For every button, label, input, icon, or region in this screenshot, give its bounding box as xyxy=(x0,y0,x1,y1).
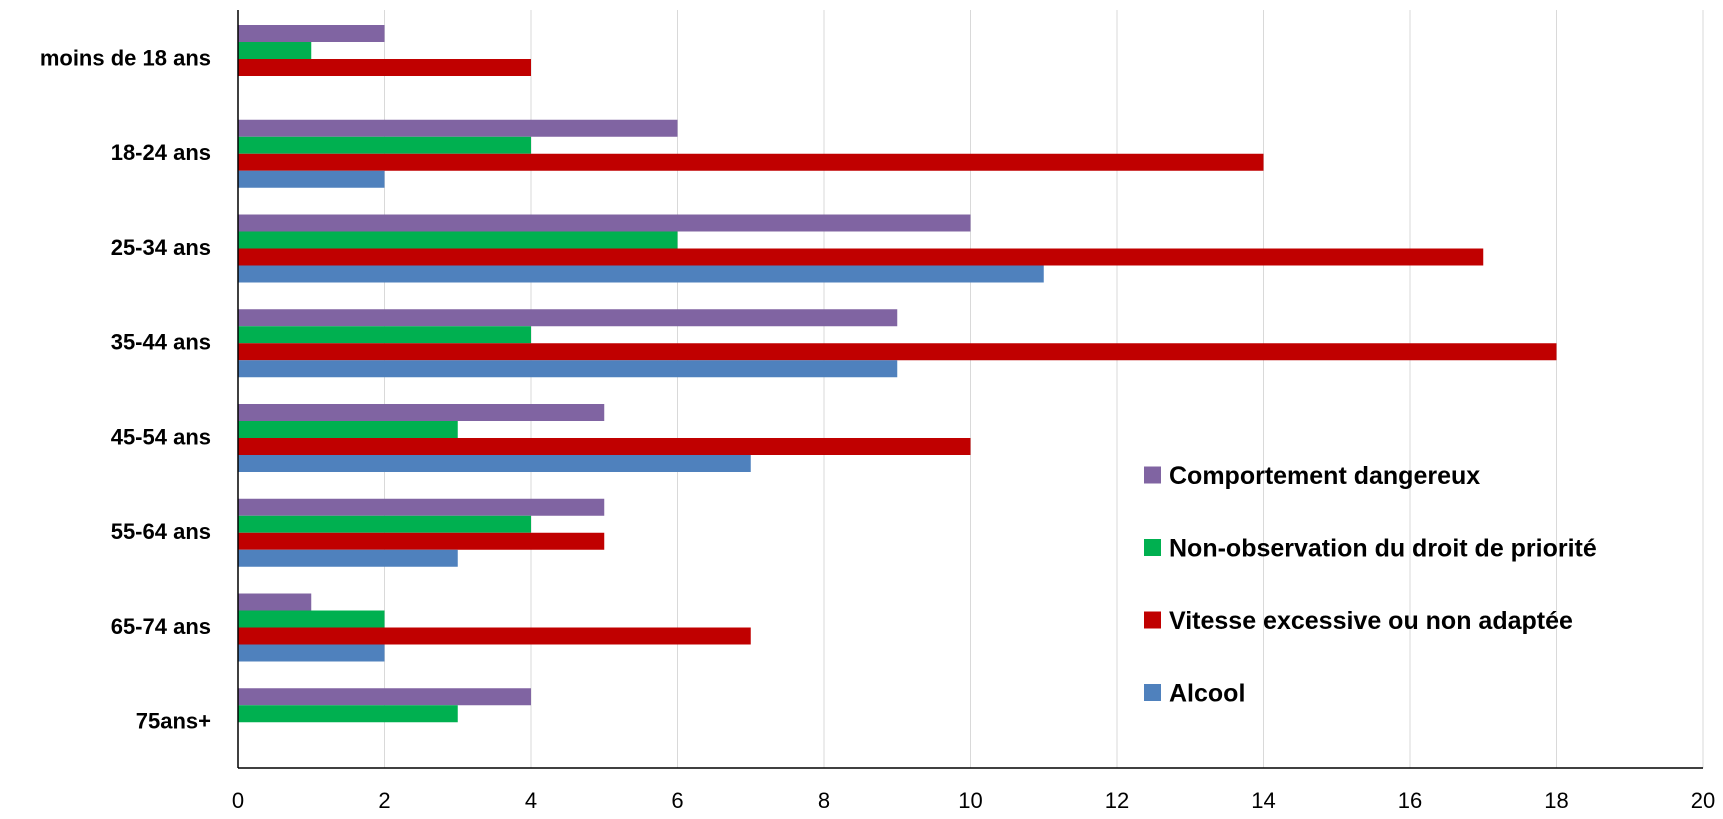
legend-swatch-alcool xyxy=(1144,684,1161,701)
x-tick-label-0: 0 xyxy=(232,788,244,813)
bar-alcool-65-74-ans xyxy=(238,644,385,662)
bar-comportement-dangereux-65-74-ans xyxy=(238,593,312,611)
bar-alcool-45-54-ans xyxy=(238,455,751,472)
bar-alcool-35-44-ans xyxy=(238,360,898,378)
bar-vitesse-excessive-ou-non-adaptee-45-54-ans xyxy=(238,438,971,455)
bar-non-observation-du-droit-de-priorite-45-54-ans xyxy=(238,421,458,438)
bar-vitesse-excessive-ou-non-adaptee-moins-de-18-ans xyxy=(238,59,531,76)
legend-label-comportement-dangereux: Comportement dangereux xyxy=(1169,462,1480,490)
x-tick-label-12: 12 xyxy=(1105,788,1129,813)
category-label-25-34-ans: 25-34 ans xyxy=(111,235,211,260)
x-tick-label-2: 2 xyxy=(378,788,390,813)
bar-vitesse-excessive-ou-non-adaptee-25-34-ans xyxy=(238,248,1484,266)
bar-non-observation-du-droit-de-priorite-65-74-ans xyxy=(238,610,385,628)
category-label-18-24-ans: 18-24 ans xyxy=(111,140,211,165)
x-tick-labels: 0 2 4 6 8 10 12 14 16 18 20 xyxy=(232,788,1715,813)
category-label-65-74-ans: 65-74 ans xyxy=(111,614,211,639)
bar-vitesse-excessive-ou-non-adaptee-55-64-ans xyxy=(238,532,605,550)
category-label-45-54-ans: 45-54 ans xyxy=(111,424,211,449)
bar-non-observation-du-droit-de-priorite-moins-de-18-ans xyxy=(238,42,312,59)
legend-swatch-non-observation-du-droit-de-priorite xyxy=(1144,539,1161,556)
category-label-35-44-ans: 35-44 ans xyxy=(111,330,211,355)
bar-comportement-dangereux-75ans xyxy=(238,688,531,706)
bar-comportement-dangereux-25-34-ans xyxy=(238,214,971,232)
legend: Comportement dangereux Non-observation du… xyxy=(1144,462,1597,708)
bar-comportement-dangereux-18-24-ans xyxy=(238,119,678,137)
bar-vitesse-excessive-ou-non-adaptee-18-24-ans xyxy=(238,153,1264,171)
x-tick-label-18: 18 xyxy=(1544,788,1568,813)
legend-label-alcool: Alcool xyxy=(1169,680,1245,708)
category-label-55-64-ans: 55-64 ans xyxy=(111,519,211,544)
bar-comportement-dangereux-moins-de-18-ans xyxy=(238,25,385,42)
category-label-moins-de-18-ans: moins de 18 ans xyxy=(40,45,211,70)
category-label-75ans: 75ans+ xyxy=(136,709,211,734)
bar-non-observation-du-droit-de-priorite-18-24-ans xyxy=(238,136,531,154)
category-labels: moins de 18 ans 18-24 ans 25-34 ans 35-44 a… xyxy=(40,45,211,733)
x-tick-label-4: 4 xyxy=(525,788,537,813)
x-tick-label-20: 20 xyxy=(1691,788,1715,813)
x-tick-label-16: 16 xyxy=(1398,788,1422,813)
bar-non-observation-du-droit-de-priorite-55-64-ans xyxy=(238,515,531,533)
x-tick-label-6: 6 xyxy=(671,788,683,813)
legend-label-non-observation-du-droit-de-priorite: Non-observation du droit de priorité xyxy=(1169,535,1597,563)
bar-alcool-25-34-ans xyxy=(238,265,1044,283)
bar-non-observation-du-droit-de-priorite-25-34-ans xyxy=(238,231,678,249)
bars xyxy=(238,25,1557,723)
bar-comportement-dangereux-55-64-ans xyxy=(238,498,605,516)
bar-comportement-dangereux-35-44-ans xyxy=(238,309,898,327)
bar-comportement-dangereux-45-54-ans xyxy=(238,404,605,421)
x-tick-label-8: 8 xyxy=(818,788,830,813)
bar-non-observation-du-droit-de-priorite-35-44-ans xyxy=(238,326,531,344)
legend-swatch-vitesse-excessive-ou-non-adaptee xyxy=(1144,611,1161,629)
bar-vitesse-excessive-ou-non-adaptee-35-44-ans xyxy=(238,343,1557,361)
bar-vitesse-excessive-ou-non-adaptee-65-74-ans xyxy=(238,627,751,645)
legend-label-vitesse-excessive-ou-non-adaptee: Vitesse excessive ou non adaptée xyxy=(1169,607,1573,635)
axes xyxy=(237,10,1703,769)
x-tick-label-10: 10 xyxy=(958,788,982,813)
bar-alcool-18-24-ans xyxy=(238,170,385,188)
bar-alcool-55-64-ans xyxy=(238,549,458,567)
x-tick-label-14: 14 xyxy=(1251,788,1275,813)
bar-non-observation-du-droit-de-priorite-75ans xyxy=(238,705,458,723)
legend-swatch-comportement-dangereux xyxy=(1144,466,1161,484)
